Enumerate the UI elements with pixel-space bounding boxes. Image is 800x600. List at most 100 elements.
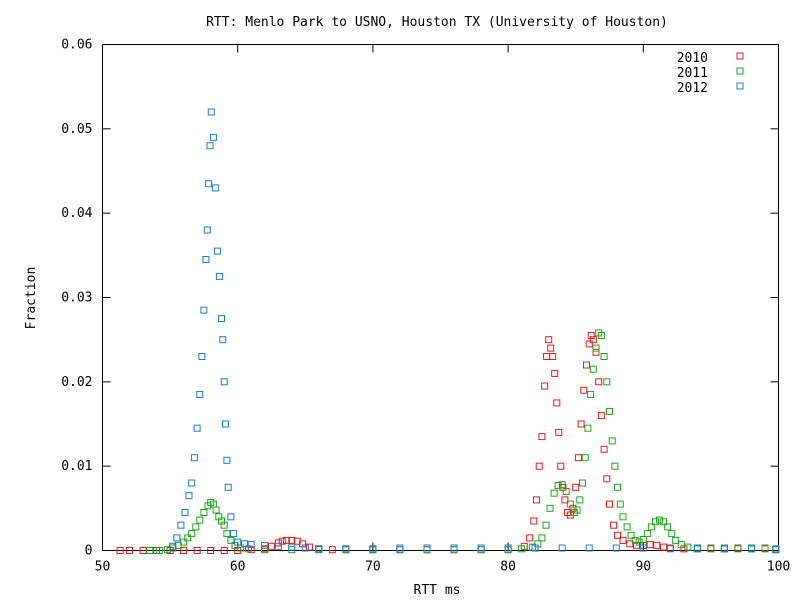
data-point-2010: [535, 462, 543, 470]
legend-marker-2011: [736, 67, 744, 75]
data-point-2011: [227, 536, 235, 544]
data-point-2011: [734, 544, 742, 552]
data-point-2011: [647, 523, 655, 531]
data-point-2012: [369, 545, 377, 553]
data-point-2011: [664, 523, 672, 531]
data-point-2012: [190, 454, 198, 462]
data-point-2011: [603, 378, 611, 386]
data-point-2011: [542, 521, 550, 529]
data-point-2010: [207, 547, 215, 554]
data-point-2010: [603, 475, 611, 483]
legend-marker-2010: [736, 52, 744, 60]
data-point-2012: [612, 544, 620, 552]
series-2012: [169, 108, 780, 554]
data-point-2010: [268, 542, 275, 550]
data-point-2012: [396, 544, 404, 552]
data-point-2010: [660, 543, 668, 551]
data-point-2010: [282, 536, 290, 544]
x-tick-label: 90: [635, 560, 651, 575]
data-point-2010: [600, 445, 608, 453]
data-point-2011: [566, 500, 574, 508]
series-layer: [116, 108, 780, 554]
data-point-2011: [573, 506, 581, 514]
data-point-2012: [315, 545, 323, 553]
data-point-2012: [241, 540, 248, 548]
data-point-2012: [247, 541, 255, 549]
data-point-2010: [585, 340, 593, 348]
data-point-2011: [155, 547, 163, 554]
data-point-2011: [616, 500, 624, 508]
data-point-2012: [213, 247, 221, 255]
data-point-2011: [396, 546, 404, 554]
data-point-2010: [606, 500, 613, 508]
data-point-2010: [220, 547, 228, 554]
data-point-2012: [222, 420, 229, 428]
data-point-2011: [261, 546, 269, 554]
data-point-2012: [203, 226, 211, 234]
data-point-2012: [177, 521, 185, 529]
x-tick-label: 60: [230, 560, 246, 575]
data-point-2011: [614, 483, 622, 491]
data-point-2010: [549, 353, 557, 360]
data-point-2012: [209, 133, 217, 141]
data-point-2010: [589, 336, 597, 344]
data-point-2010: [547, 344, 555, 352]
data-point-2012: [261, 541, 269, 549]
data-point-2010: [553, 399, 561, 407]
x-tick-label: 70: [365, 560, 381, 575]
data-point-2012: [748, 545, 755, 553]
data-point-2012: [342, 545, 350, 553]
data-point-2012: [215, 272, 223, 280]
data-point-2011: [639, 536, 647, 543]
data-point-2012: [274, 542, 282, 550]
data-point-2012: [207, 108, 215, 116]
data-point-2012: [666, 545, 674, 553]
data-point-2010: [328, 546, 336, 554]
y-tick-label: 0.04: [61, 206, 92, 221]
data-point-2010: [583, 361, 590, 369]
data-point-2012: [220, 378, 228, 386]
data-point-2010: [530, 517, 538, 525]
data-point-2010: [551, 369, 559, 377]
y-tick-label: 0.02: [61, 375, 92, 390]
data-point-2012: [234, 538, 242, 546]
data-point-2011: [597, 332, 605, 339]
tick-labels: 50 60 70 80 90 100 0 0.01 0.02 0.03 0.04 0.05 0.06: [61, 38, 790, 575]
data-point-2010: [288, 536, 296, 544]
data-point-2011: [546, 504, 554, 512]
data-point-2011: [660, 518, 668, 526]
data-point-2011: [200, 509, 208, 516]
data-point-2011: [684, 543, 692, 551]
data-point-2011: [538, 534, 546, 542]
data-point-2011: [220, 521, 228, 529]
data-point-2010: [423, 546, 431, 554]
data-point-2012: [219, 336, 227, 344]
data-point-2011: [477, 546, 485, 554]
data-point-2011: [668, 530, 676, 538]
data-point-2010: [193, 547, 201, 554]
x-axis-label: RTT ms: [414, 583, 461, 598]
data-point-2012: [205, 180, 213, 188]
data-point-2010: [595, 378, 603, 386]
data-point-2010: [139, 547, 147, 554]
data-point-2010: [126, 547, 133, 554]
data-point-2011: [589, 365, 597, 373]
data-point-2011: [600, 353, 608, 360]
data-point-2011: [550, 489, 558, 497]
data-point-2011: [579, 479, 586, 487]
data-point-2011: [677, 541, 685, 549]
data-point-2011: [623, 523, 631, 531]
data-point-2011: [643, 530, 651, 538]
data-point-2012: [477, 544, 485, 552]
data-point-2011: [562, 488, 570, 495]
series-2011: [146, 329, 780, 554]
data-point-2010: [587, 332, 595, 339]
data-point-2012: [585, 544, 593, 552]
data-point-2011: [584, 424, 592, 432]
data-point-2010: [278, 537, 286, 545]
y-tick-label: 0.05: [61, 122, 92, 137]
data-point-2011: [554, 482, 562, 490]
data-point-2011: [212, 506, 220, 514]
data-point-2011: [184, 534, 192, 542]
